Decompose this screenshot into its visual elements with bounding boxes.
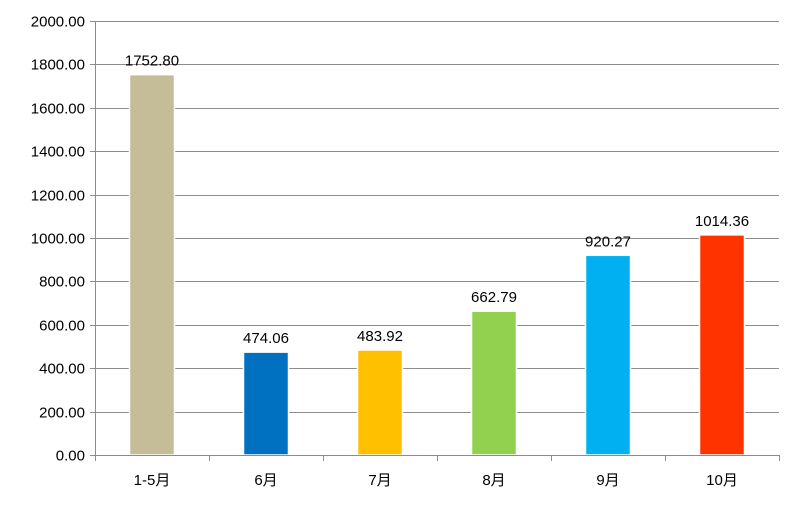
- bar: [128, 73, 176, 456]
- bar: [698, 234, 746, 456]
- bar: [470, 310, 518, 456]
- y-tick-label: 400.00: [39, 361, 85, 378]
- bar: [242, 351, 290, 456]
- x-tick-label: 1-5月: [134, 472, 171, 489]
- y-tick-label: 0.00: [56, 448, 85, 465]
- data-label: 662.79: [471, 289, 517, 306]
- data-label: 474.06: [243, 330, 289, 347]
- data-label: 1014.36: [695, 213, 749, 230]
- x-tick-label: 9月: [596, 472, 619, 489]
- y-tick-label: 800.00: [39, 274, 85, 291]
- y-tick-label: 600.00: [39, 318, 85, 335]
- x-tick-label: 7月: [368, 472, 391, 489]
- gridlines: [95, 21, 779, 413]
- y-tick-label: 200.00: [39, 405, 85, 422]
- y-tick-label: 1600.00: [31, 101, 85, 118]
- y-tick-label: 1200.00: [31, 188, 85, 205]
- bar: [356, 349, 404, 456]
- x-tick-label: 6月: [254, 472, 277, 489]
- data-label: 1752.80: [125, 53, 179, 70]
- y-tick-label: 2000.00: [31, 14, 85, 31]
- y-tick-label: 1000.00: [31, 231, 85, 248]
- data-label: 483.92: [357, 328, 403, 345]
- data-labels: 1752.80 474.06 483.92 662.79 920.27 1014.36: [125, 53, 749, 347]
- y-tick-label: 1400.00: [31, 144, 85, 161]
- x-tick-label: 10月: [706, 472, 738, 489]
- x-tick-label: 8月: [482, 472, 505, 489]
- y-axis-ticks: 0.00 200.00 400.00 600.00 800.00 1000.00 1200.…: [31, 14, 95, 465]
- bars: [128, 73, 746, 456]
- bar: [584, 254, 632, 456]
- data-label: 920.27: [585, 233, 631, 250]
- x-axis: 1-5月 6月 7月 8月 9月 10月: [95, 21, 780, 489]
- y-tick-label: 1800.00: [31, 57, 85, 74]
